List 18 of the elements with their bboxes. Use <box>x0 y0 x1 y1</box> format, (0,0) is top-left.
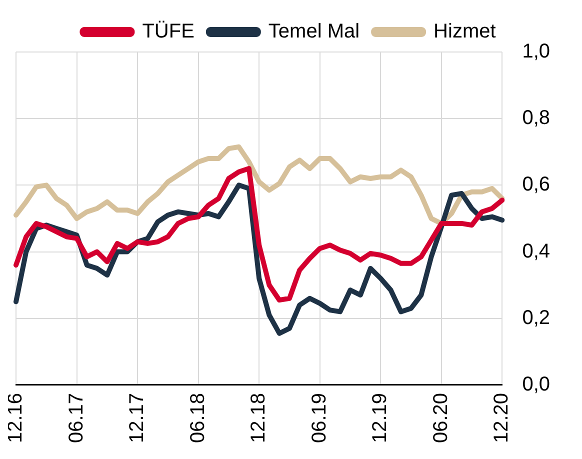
x-tick-label: 12.20 <box>490 392 513 444</box>
x-tick-label: 12.16 <box>4 392 27 444</box>
y-tick-label: 0,2 <box>522 306 550 329</box>
y-tick-label: 1,0 <box>522 40 550 63</box>
y-tick-label: 0,0 <box>522 373 550 396</box>
y-tick-label: 0,8 <box>522 107 550 130</box>
legend-label: Temel Mal <box>268 20 360 43</box>
y-tick-label: 0,6 <box>522 174 550 196</box>
x-tick-label: 06.20 <box>430 392 452 444</box>
legend-label: Hizmet <box>434 20 496 43</box>
x-tick-label: 06.19 <box>308 392 330 444</box>
x-tick-label: 12.19 <box>369 392 392 444</box>
legend-label: TÜFE <box>142 20 194 43</box>
x-tick-label: 06.18 <box>186 392 209 444</box>
x-tick-label: 06.17 <box>65 392 88 444</box>
x-tick-label: 12.18 <box>248 392 270 444</box>
x-tick-label: 12.17 <box>126 392 148 444</box>
y-tick-label: 0,4 <box>522 240 550 262</box>
